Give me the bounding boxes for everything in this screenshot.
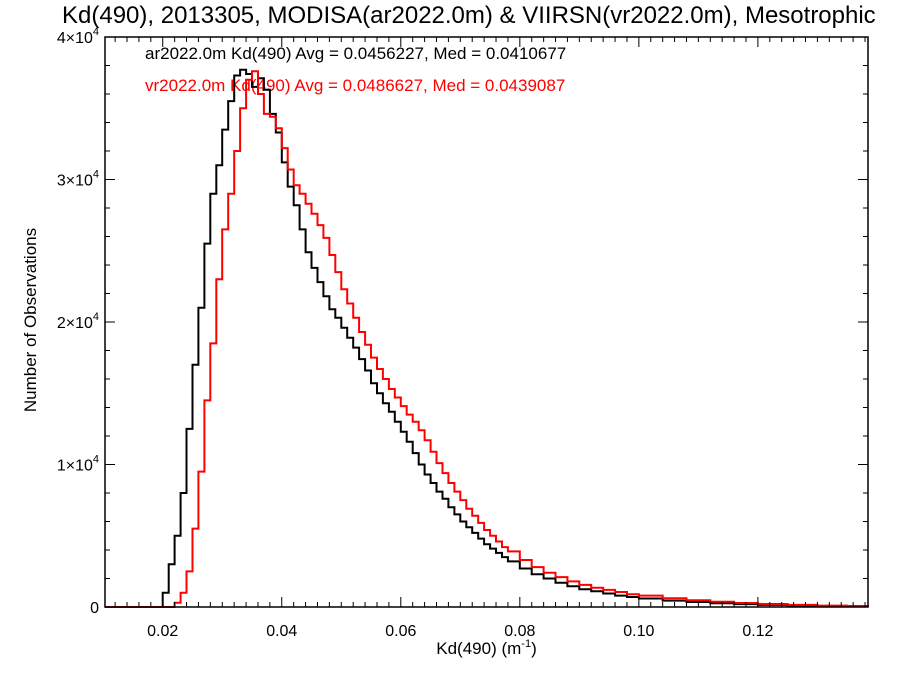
- x-tick-label: 0.08: [504, 623, 535, 640]
- y-tick-label: 4×104: [57, 26, 99, 47]
- y-tick-label: 0: [90, 600, 99, 617]
- plot-frame: [104, 36, 869, 608]
- y-tick-label: 3×104: [57, 169, 99, 190]
- chart-title: Kd(490), 2013305, MODISA(ar2022.0m) & VI…: [62, 2, 876, 29]
- x-axis-label: Kd(490) (m-1): [436, 638, 536, 658]
- x-tick-label: 0.04: [266, 623, 297, 640]
- x-tick-label: 0.06: [385, 623, 416, 640]
- x-tick-label: 0.10: [623, 623, 654, 640]
- y-axis-label: Number of Observations: [21, 228, 40, 412]
- series-line-vr2022.0m: [105, 70, 869, 608]
- x-tick-label: 0.02: [147, 623, 178, 640]
- x-tick-label: 0.12: [742, 623, 773, 640]
- legend-entry-ar2022: ar2022.0m Kd(490) Avg = 0.0456227, Med =…: [145, 44, 567, 63]
- series-line-ar2022.0m: [105, 68, 869, 608]
- y-tick-label: 1×104: [57, 454, 99, 475]
- y-tick-label: 2×104: [57, 311, 99, 332]
